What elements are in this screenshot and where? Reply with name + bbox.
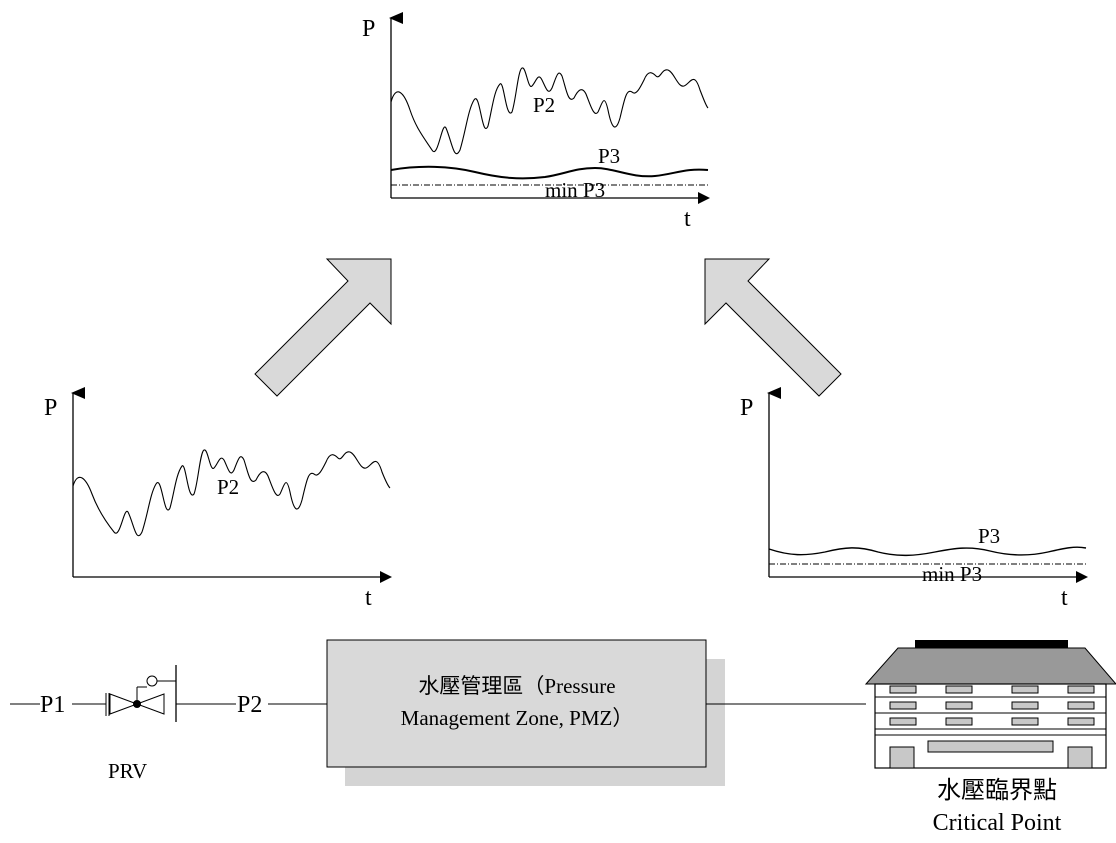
right-chart: P t P3 min P3 bbox=[740, 387, 1088, 611]
top-chart: P t P2 P3 min P3 bbox=[362, 12, 710, 232]
prv-valve-icon bbox=[105, 665, 177, 722]
right-upward-arrow bbox=[704, 258, 842, 397]
p1-label: P1 bbox=[40, 692, 65, 718]
pmz-label-line1: 水壓管理區（Pressure bbox=[418, 674, 615, 698]
critical-point-label-en: Critical Point bbox=[933, 810, 1062, 836]
pmz-box: 水壓管理區（Pressure Management Zone, PMZ） bbox=[326, 639, 725, 786]
p2-label: P2 bbox=[237, 692, 262, 718]
pmz-label-line2: Management Zone, PMZ） bbox=[401, 706, 634, 730]
right-chart-p3-label: P3 bbox=[978, 524, 1000, 548]
right-chart-min-label: min P3 bbox=[922, 562, 982, 586]
building-icon bbox=[864, 640, 1116, 769]
prv-label: PRV bbox=[108, 759, 147, 783]
pmz-box-body bbox=[326, 639, 707, 768]
top-chart-min-label: min P3 bbox=[545, 178, 605, 202]
right-chart-p3-curve bbox=[768, 546, 1087, 557]
top-chart-x-label: t bbox=[684, 206, 691, 232]
left-chart-y-label: P bbox=[44, 395, 57, 421]
top-chart-p2-curve bbox=[390, 67, 709, 155]
top-chart-p2-label: P2 bbox=[533, 93, 555, 117]
left-chart-p2-label: P2 bbox=[217, 475, 239, 499]
left-upward-arrow bbox=[254, 258, 392, 397]
left-chart-p2-curve bbox=[72, 449, 391, 537]
top-chart-y-label: P bbox=[362, 16, 375, 42]
left-chart: P t P2 bbox=[44, 387, 392, 611]
right-chart-y-label: P bbox=[740, 395, 753, 421]
left-chart-x-label: t bbox=[365, 585, 372, 611]
top-chart-p3-curve bbox=[390, 165, 709, 180]
top-chart-p3-label: P3 bbox=[598, 144, 620, 168]
pipeline: P1 PRV P2 水壓管理區（Pressure Management Zone… bbox=[10, 639, 1116, 836]
critical-point-label-zh: 水壓臨界點 bbox=[937, 777, 1057, 804]
right-chart-x-label: t bbox=[1061, 585, 1068, 611]
